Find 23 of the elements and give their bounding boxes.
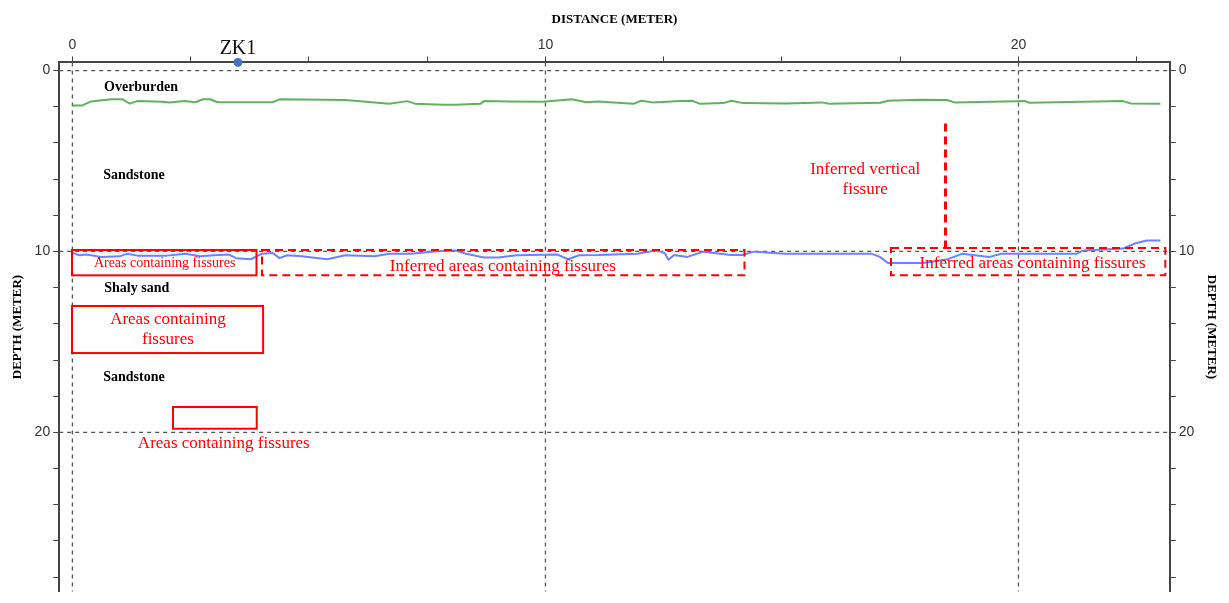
annotation: Areas containing fissures bbox=[137, 433, 310, 454]
annotation: Shaly sand bbox=[104, 279, 170, 296]
y-axis-title: DEPTH (METER) bbox=[9, 274, 25, 380]
annotation: Sandstone bbox=[103, 166, 165, 183]
annotation: Sandstone bbox=[103, 369, 165, 386]
x-tick-label: 0 bbox=[68, 35, 77, 52]
series-label: ZK1 bbox=[219, 35, 257, 58]
annotation: Inferred areas containing fissures bbox=[389, 255, 616, 276]
y2-axis-title: DEPTH (METER) bbox=[1204, 274, 1220, 380]
annotation: Areas containing fissures bbox=[109, 309, 227, 350]
y-tick-label: 0 bbox=[42, 61, 51, 78]
annotation: Inferred areas containing fissures bbox=[919, 253, 1146, 274]
y-tick-label: 20 bbox=[34, 423, 51, 440]
y2-tick-label: 10 bbox=[1178, 242, 1195, 259]
x-tick-label: 20 bbox=[1010, 35, 1027, 52]
x-tick-label: 10 bbox=[537, 35, 554, 52]
x-axis-title: DISTANCE (METER) bbox=[551, 11, 678, 27]
y2-tick-label: 0 bbox=[1178, 61, 1187, 78]
y2-tick-label: 20 bbox=[1178, 423, 1195, 440]
y-tick-label: 10 bbox=[34, 242, 51, 259]
annotation: Overburden bbox=[104, 78, 178, 95]
annotation: Areas containing fissures bbox=[93, 255, 236, 272]
annotation: Inferred vertical fissure bbox=[809, 159, 922, 200]
